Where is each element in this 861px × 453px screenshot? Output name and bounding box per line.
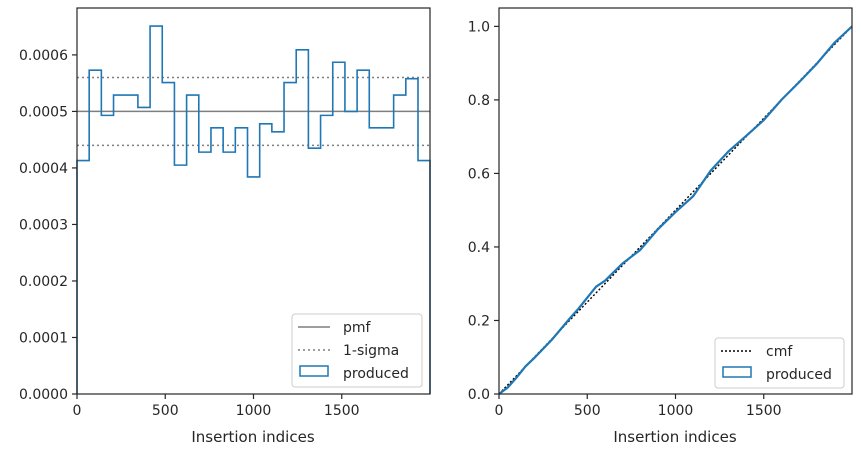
legend-produced-swatch bbox=[299, 365, 329, 377]
right-legend-box bbox=[714, 337, 845, 389]
right-y-tick-label: 1.0 bbox=[468, 19, 490, 35]
left-x-tick-label: 1000 bbox=[236, 403, 272, 419]
right-chart: 0 500 1000 1500 0.0 0.2 0.4 0.6 0.8 1.0 Insertio… bbox=[468, 7, 853, 446]
right-y-tick-label: 0.2 bbox=[468, 313, 490, 329]
left-x-axis-label: Insertion indices bbox=[191, 428, 314, 446]
left-y-tick-label: 0.0004 bbox=[19, 161, 68, 177]
left-histogram-produced bbox=[76, 25, 431, 394]
left-y-ticks: 0.0000 0.0001 0.0002 0.0003 0.0004 0.0005 0.00… bbox=[19, 48, 77, 403]
left-y-tick-label: 0.0002 bbox=[19, 274, 68, 290]
legend-pmf-label: pmf bbox=[343, 320, 372, 336]
left-reference-lines bbox=[77, 76, 430, 147]
left-x-tick-label: 500 bbox=[152, 403, 179, 419]
left-y-tick-label: 0.0005 bbox=[19, 104, 68, 120]
left-y-tick-label: 0.0006 bbox=[19, 48, 68, 64]
left-legend: pmf 1-sigma produced bbox=[291, 313, 423, 388]
right-x-tick-label: 0 bbox=[495, 403, 504, 419]
right-y-tick-label: 0.8 bbox=[468, 93, 490, 109]
right-x-axis-label: Insertion indices bbox=[613, 428, 736, 446]
right-x-tick-label: 1500 bbox=[746, 403, 782, 419]
right-y-tick-label: 0.0 bbox=[468, 387, 490, 403]
legend-produced-label: produced bbox=[343, 366, 409, 382]
left-x-tick-label: 0 bbox=[73, 403, 82, 419]
right-x-tick-label: 1000 bbox=[658, 403, 694, 419]
right-x-ticks: 0 500 1000 1500 bbox=[495, 394, 782, 419]
right-y-tick-label: 0.6 bbox=[468, 166, 490, 182]
right-axes-frame bbox=[498, 7, 853, 395]
left-y-tick-label: 0.0003 bbox=[19, 217, 68, 233]
left-legend-box bbox=[291, 313, 423, 388]
right-x-tick-label: 500 bbox=[574, 403, 601, 419]
left-chart: 0 500 1000 1500 0.00000.00010.00020.00030.0… bbox=[19, 7, 431, 446]
legend-produced-label: produced bbox=[766, 367, 832, 383]
legend-produced-swatch bbox=[722, 366, 752, 378]
legend-cmf-label: cmf bbox=[766, 344, 793, 360]
right-y-ticks: 0.0 0.2 0.4 0.6 0.8 1.0 bbox=[468, 19, 499, 403]
left-y-tick-label: 0.0000 bbox=[19, 387, 68, 403]
left-x-ticks: 0 500 1000 1500 bbox=[73, 394, 360, 419]
right-y-tick-label: 0.4 bbox=[468, 240, 490, 256]
right-legend: cmf produced bbox=[714, 337, 845, 389]
left-y-tick-label: 0.0001 bbox=[19, 330, 68, 346]
legend-1-sigma-label: 1-sigma bbox=[343, 343, 399, 359]
left-x-tick-label: 1500 bbox=[324, 403, 360, 419]
right-produced-line bbox=[498, 25, 853, 395]
